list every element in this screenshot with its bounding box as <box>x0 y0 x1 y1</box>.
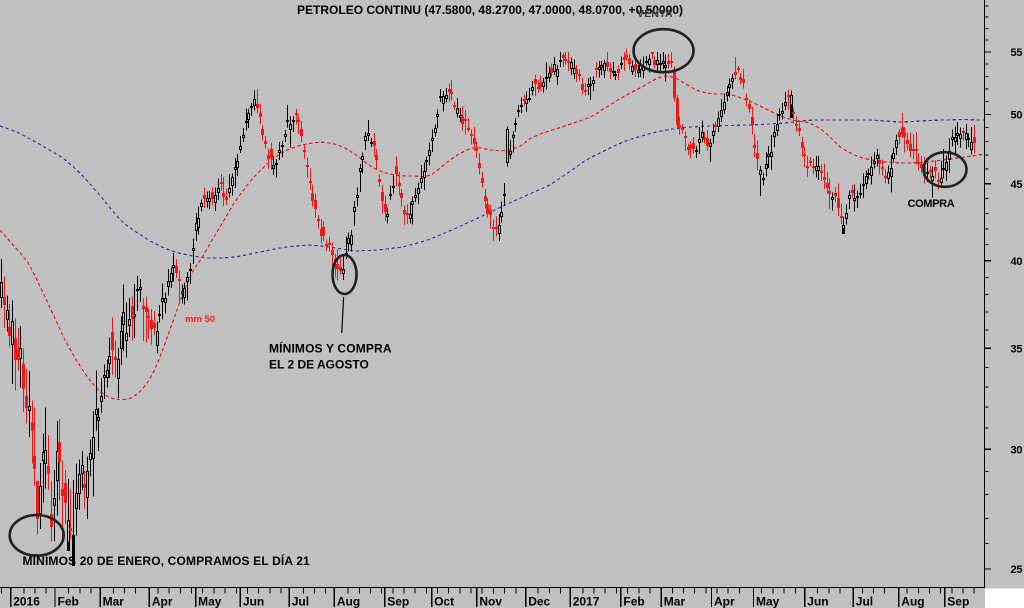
svg-text:mm 50: mm 50 <box>185 314 215 325</box>
svg-text:Apr: Apr <box>152 595 173 608</box>
svg-text:35: 35 <box>1011 344 1023 356</box>
svg-text:PETROLEO CONTINU (47.5800, 48.: PETROLEO CONTINU (47.5800, 48.2700, 47.0… <box>297 3 683 17</box>
svg-text:MÍNIMOS 20 DE ENERO, COMPRAMOS: MÍNIMOS 20 DE ENERO, COMPRAMOS EL DÍA 21 <box>23 553 311 568</box>
svg-text:Apr: Apr <box>714 595 735 608</box>
svg-text:25: 25 <box>1011 564 1023 576</box>
svg-text:Dec: Dec <box>528 595 550 608</box>
svg-text:Jul: Jul <box>856 595 873 608</box>
svg-text:Aug: Aug <box>337 595 360 608</box>
svg-text:45: 45 <box>1011 179 1023 191</box>
svg-text:2016: 2016 <box>13 595 40 608</box>
svg-text:Feb: Feb <box>623 595 644 608</box>
svg-text:Jun: Jun <box>243 595 264 608</box>
svg-text:May: May <box>756 595 780 608</box>
svg-text:VENTA: VENTA <box>637 8 673 20</box>
svg-text:Aug: Aug <box>901 595 924 608</box>
svg-text:Sep: Sep <box>387 595 409 608</box>
svg-text:MÍNIMOS Y COMPRA: MÍNIMOS Y COMPRA <box>269 341 392 356</box>
svg-text:Jun: Jun <box>807 595 828 608</box>
svg-text:Jul: Jul <box>292 595 309 608</box>
svg-text:50: 50 <box>1011 110 1023 122</box>
svg-text:30: 30 <box>1011 445 1023 457</box>
svg-text:2017: 2017 <box>573 595 600 608</box>
svg-text:EL 2 DE AGOSTO: EL 2 DE AGOSTO <box>269 358 369 372</box>
svg-text:Feb: Feb <box>58 595 79 608</box>
svg-text:Mar: Mar <box>664 595 686 608</box>
svg-text:40: 40 <box>1011 256 1023 268</box>
svg-text:Mar: Mar <box>103 595 125 608</box>
svg-text:55: 55 <box>1011 47 1023 59</box>
svg-text:Sep: Sep <box>947 595 969 608</box>
svg-text:Oct: Oct <box>434 595 454 608</box>
svg-text:COMPRA: COMPRA <box>908 198 955 210</box>
svg-text:May: May <box>198 595 222 608</box>
svg-text:Nov: Nov <box>479 595 502 608</box>
